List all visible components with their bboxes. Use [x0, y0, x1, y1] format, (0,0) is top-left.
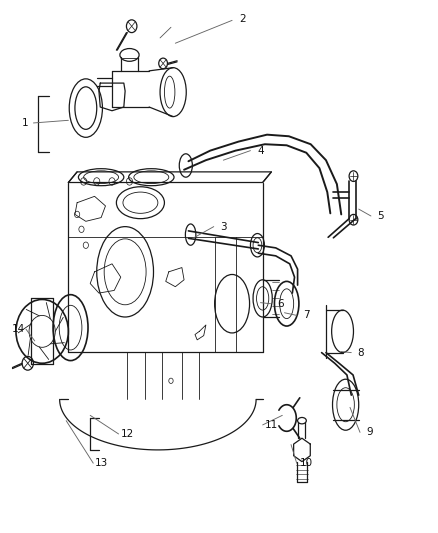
- Text: 7: 7: [303, 310, 310, 320]
- Text: 6: 6: [277, 298, 283, 309]
- Text: 2: 2: [240, 14, 246, 25]
- Text: 12: 12: [121, 429, 134, 439]
- Text: 13: 13: [95, 458, 108, 468]
- Text: 10: 10: [300, 458, 313, 468]
- Text: 1: 1: [21, 118, 28, 128]
- Text: 14: 14: [11, 324, 25, 334]
- Text: 3: 3: [220, 222, 227, 232]
- Text: 11: 11: [265, 420, 278, 430]
- Text: 5: 5: [377, 211, 384, 221]
- Text: 8: 8: [357, 348, 364, 358]
- Text: 4: 4: [257, 146, 264, 156]
- Text: 9: 9: [366, 427, 373, 438]
